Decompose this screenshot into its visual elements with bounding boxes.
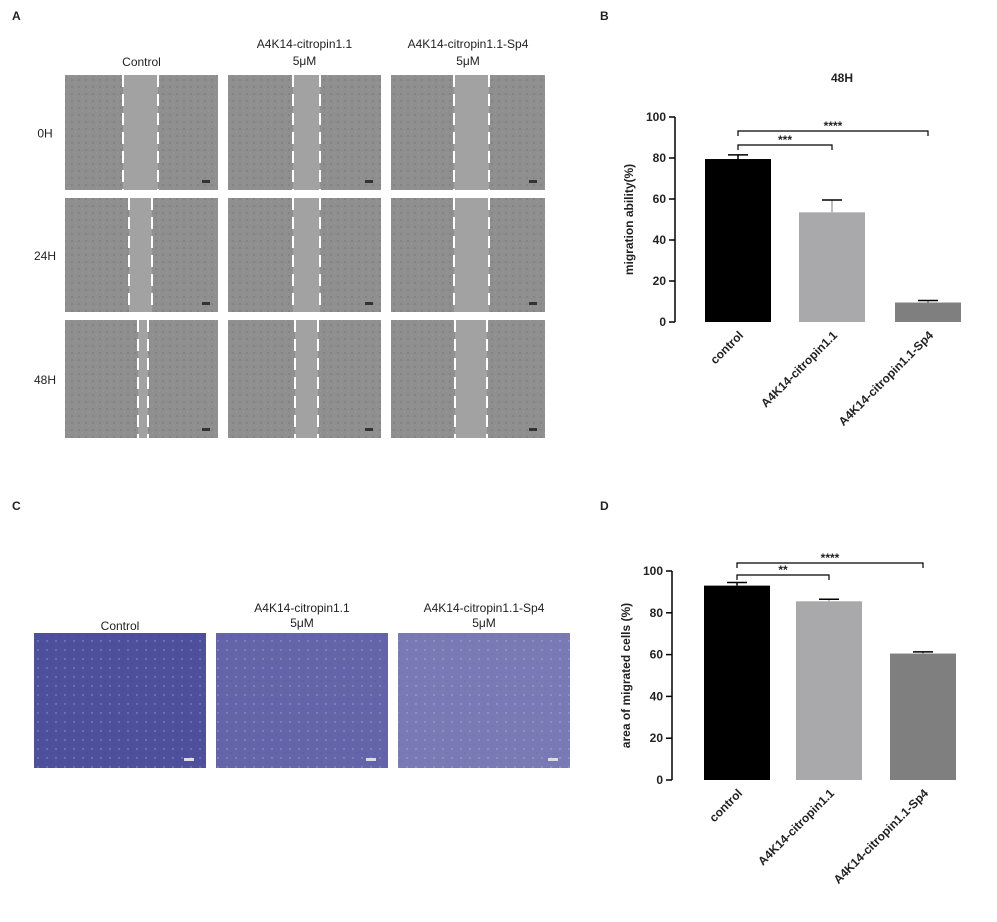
scratch-gap [138, 320, 148, 438]
significance-label: **** [821, 551, 840, 565]
y-tick-label: 40 [650, 689, 664, 703]
scratch-gap [295, 320, 318, 438]
clearing [34, 633, 206, 768]
y-axis-label: area of migrated cells (%) [619, 603, 633, 748]
y-tick-label: 100 [643, 564, 663, 578]
scratch-gap [454, 198, 489, 312]
bar [705, 159, 771, 322]
bar [895, 302, 961, 322]
panel-label: C [12, 499, 21, 513]
clearing [216, 633, 388, 768]
x-tick-label: control [707, 328, 746, 367]
scratch-gap [454, 75, 489, 190]
x-tick-label: A4K14-citropin1.1 [755, 786, 837, 868]
scale-bar [202, 180, 210, 183]
column-label: Control [122, 55, 161, 69]
significance-bracket [736, 562, 924, 568]
y-tick-label: 60 [653, 192, 667, 206]
bar [704, 585, 770, 780]
row-label: 0H [37, 127, 52, 141]
scratch-gap [123, 75, 158, 190]
y-tick-label: 40 [653, 233, 667, 247]
column-label: A4K14-citropin1.1-Sp4 [408, 37, 529, 51]
scratch-gap [455, 320, 487, 438]
bar [890, 653, 956, 780]
significance-bracket [737, 144, 833, 150]
y-tick-label: 20 [650, 731, 664, 745]
significance-label: *** [778, 133, 792, 147]
y-tick-label: 20 [653, 274, 667, 288]
scale-bar [548, 758, 558, 761]
transwell-image [398, 633, 570, 768]
scale-bar [529, 428, 537, 431]
significance-label: ** [778, 563, 788, 577]
x-tick-label: A4K14-citropin1.1-Sp4 [836, 328, 937, 429]
clearing [398, 633, 570, 768]
transwell-image [216, 633, 388, 768]
y-axis-label: migration ability(%) [622, 164, 636, 275]
scale-bar [366, 758, 376, 761]
y-tick-label: 60 [650, 648, 664, 662]
panel-label: B [600, 9, 609, 23]
scale-bar [202, 428, 210, 431]
chart-title: 48H [831, 71, 853, 85]
scale-bar [529, 180, 537, 183]
column-label: 5μM [472, 616, 496, 630]
column-label: A4K14-citropin1.1 [257, 37, 353, 51]
x-tick-label: A4K14-citropin1.1-Sp4 [831, 786, 932, 887]
scale-bar [365, 302, 373, 305]
significance-bracket [736, 574, 830, 580]
x-tick-label: A4K14-citropin1.1 [758, 328, 840, 410]
significance-bracket [737, 130, 929, 136]
y-tick-label: 80 [650, 606, 664, 620]
column-label: A4K14-citropin1.1 [254, 601, 350, 615]
scratch-gap [293, 198, 320, 312]
scratch-gap [293, 75, 320, 190]
panel-label: A [12, 9, 21, 23]
column-label: A4K14-citropin1.1-Sp4 [424, 601, 545, 615]
y-tick-label: 80 [653, 151, 667, 165]
scale-bar [184, 758, 194, 761]
scale-bar [529, 302, 537, 305]
scale-bar [365, 428, 373, 431]
column-label: 5μM [290, 616, 314, 630]
scratch-gap [129, 198, 152, 312]
scale-bar [202, 302, 210, 305]
scale-bar [365, 180, 373, 183]
bar [796, 601, 862, 780]
significance-label: **** [824, 119, 843, 133]
y-tick-label: 0 [656, 773, 663, 787]
row-label: 24H [34, 249, 56, 263]
column-label: Control [101, 619, 140, 633]
transwell-image [34, 633, 206, 768]
x-tick-label: control [706, 786, 745, 825]
panel-label: D [600, 499, 609, 513]
column-label: 5μM [293, 54, 317, 68]
column-label: 5μM [456, 54, 480, 68]
row-label: 48H [34, 373, 56, 387]
bar [799, 212, 865, 322]
y-tick-label: 0 [659, 315, 666, 329]
y-tick-label: 100 [646, 110, 666, 124]
